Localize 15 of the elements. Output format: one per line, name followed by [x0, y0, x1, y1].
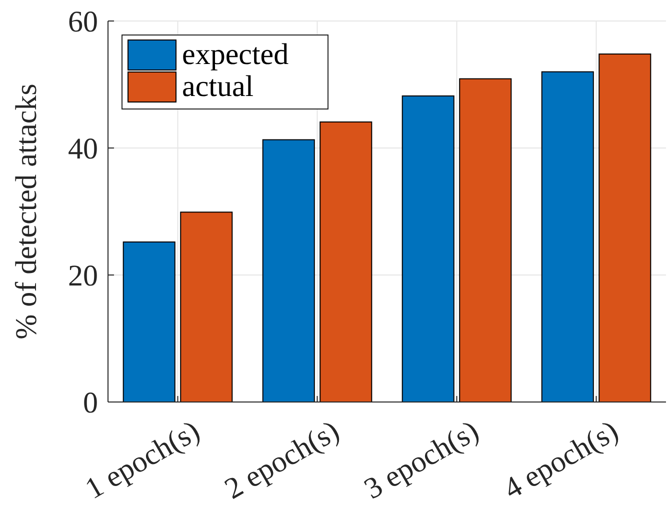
y-tick-label: 20 [68, 260, 98, 292]
bar [122, 241, 176, 402]
bar [262, 139, 315, 402]
legend-label: actual [182, 70, 254, 103]
y-tick-label: 60 [68, 6, 98, 38]
bar [459, 78, 512, 402]
y-tick-label: 0 [83, 386, 98, 420]
bar [320, 121, 372, 402]
bar [402, 95, 454, 402]
y-tick-label: 40 [68, 132, 98, 166]
bar [180, 212, 233, 402]
bar [541, 71, 594, 402]
bar [598, 54, 652, 402]
legend-label: expected [182, 38, 289, 71]
y-axis-title: % of detected attacks [10, 84, 43, 340]
